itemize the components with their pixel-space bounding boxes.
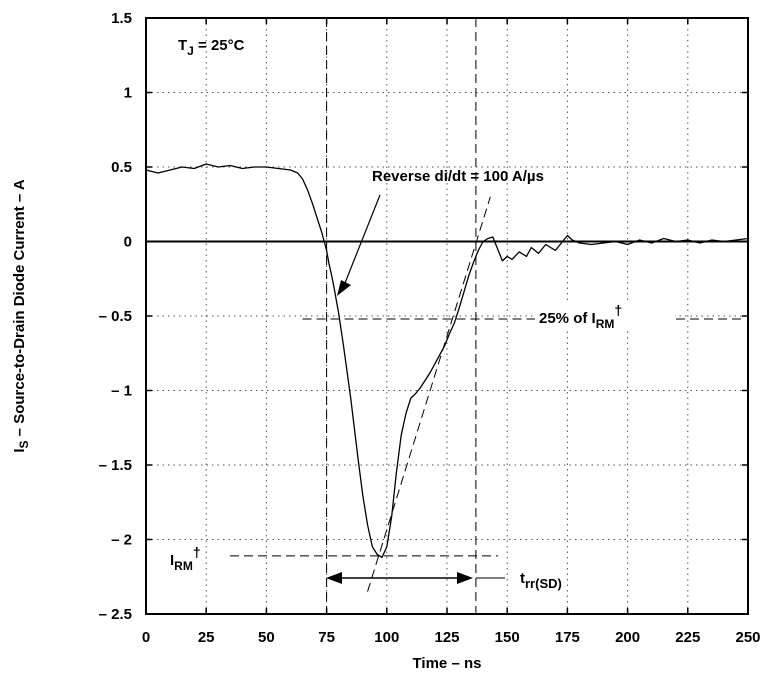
- x-axis-title: Time – ns: [413, 655, 482, 672]
- plot-series: [145, 163, 749, 559]
- trr-sub: rr(SD): [525, 576, 562, 591]
- y-tick-label: 0.5: [111, 159, 132, 176]
- pct25-label-group: 25% of IRM†: [535, 300, 675, 331]
- x-tick-label: 125: [434, 629, 459, 646]
- irm-sub: RM: [174, 559, 193, 573]
- y-tick-label: – 0.5: [99, 308, 132, 325]
- irm-label: IRM†: [170, 544, 201, 573]
- x-tick-label: 150: [495, 629, 520, 646]
- trr-arrow-left-head: [326, 572, 342, 584]
- y-tick-label: 1: [124, 85, 132, 102]
- pct25-sup: †: [614, 302, 622, 318]
- reverse-didt-label: Reverse di/dt = 100 A/µs: [372, 168, 544, 185]
- current-trace: [145, 163, 749, 559]
- y-axis-title-main: I: [11, 449, 28, 453]
- recovery-slope-line: [367, 196, 491, 592]
- irm-main: I: [170, 552, 174, 569]
- x-tick-label: 225: [675, 629, 700, 646]
- condition-sub: J: [187, 44, 194, 58]
- x-tick-label: 50: [258, 629, 275, 646]
- y-axis-title: IS – Source-to-Drain Diode Current – A: [11, 179, 31, 453]
- x-tick-label: 100: [374, 629, 399, 646]
- pct25-label-mask: [535, 300, 675, 330]
- y-tick-label: 0: [124, 234, 132, 251]
- x-tick-label: 175: [555, 629, 580, 646]
- trr-arrow-right-head: [457, 572, 473, 584]
- reverse-pointer-line: [344, 194, 381, 284]
- y-tick-label: – 1: [111, 383, 132, 400]
- condition-label: TJ = 25°C: [178, 37, 245, 58]
- x-tick-label: 25: [198, 629, 215, 646]
- x-tick-labels: 0 25 50 75 100 125 150 175 200 225 250: [142, 629, 761, 646]
- y-tick-label: – 1.5: [99, 457, 132, 474]
- trr-main: t: [520, 570, 525, 587]
- irm-sup: †: [193, 544, 201, 560]
- pct25-sub: RM: [596, 317, 615, 331]
- axis-ticks: [145, 17, 749, 615]
- pct25-label: 25% of IRM†: [539, 302, 622, 331]
- trr-arrow: [326, 572, 505, 584]
- y-axis-title-sub: S: [17, 440, 31, 448]
- y-tick-label: – 2.5: [99, 606, 132, 623]
- reverse-pointer-head: [337, 280, 351, 296]
- y-tick-labels: 1.5 1 0.5 0 – 0.5 – 1 – 1.5 – 2 – 2.5: [99, 10, 132, 623]
- y-axis-title-rest: – Source-to-Drain Diode Current – A: [11, 179, 28, 440]
- x-tick-label: 250: [735, 629, 760, 646]
- reference-lines: [230, 18, 742, 614]
- x-tick-label: 0: [142, 629, 150, 646]
- trr-label: trr(SD): [520, 570, 562, 591]
- condition-rest: = 25°C: [194, 37, 245, 54]
- y-tick-label: 1.5: [111, 10, 132, 27]
- x-tick-label: 75: [318, 629, 335, 646]
- y-tick-label: – 2: [111, 532, 132, 549]
- pct25-main: 25% of I: [539, 310, 596, 327]
- x-tick-label: 200: [615, 629, 640, 646]
- condition-main: T: [178, 37, 187, 54]
